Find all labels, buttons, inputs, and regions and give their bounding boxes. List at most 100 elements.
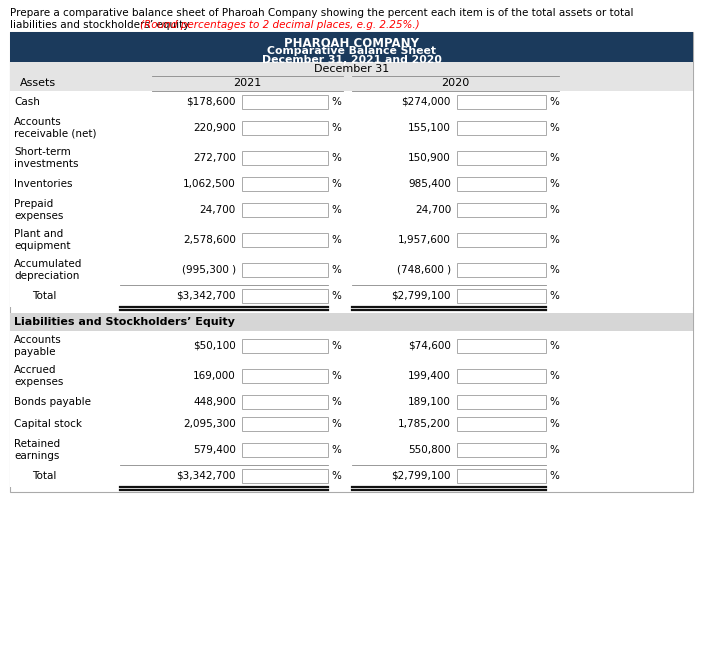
Text: Liabilities and Stockholders’ Equity: Liabilities and Stockholders’ Equity	[14, 317, 235, 327]
Bar	[457, 177, 546, 191]
Text: December 31, 2021 and 2020: December 31, 2021 and 2020	[262, 55, 441, 65]
Bar	[242, 121, 328, 135]
Bar	[10, 435, 693, 465]
Text: $50,100: $50,100	[193, 341, 236, 351]
Bar	[10, 413, 693, 435]
Text: %: %	[549, 371, 559, 381]
Bar	[457, 233, 546, 247]
Text: %: %	[549, 471, 559, 481]
Text: 24,700: 24,700	[415, 205, 451, 215]
Text: 24,700: 24,700	[200, 205, 236, 215]
Text: December 31: December 31	[314, 64, 389, 74]
Text: 272,700: 272,700	[193, 153, 236, 163]
Bar	[10, 195, 693, 225]
Text: %: %	[331, 123, 341, 133]
Text: $178,600: $178,600	[186, 97, 236, 107]
Bar	[10, 143, 693, 173]
Text: 220,900: 220,900	[193, 123, 236, 133]
Text: (Round percentages to 2 decimal places, e.g. 2.25%.): (Round percentages to 2 decimal places, …	[140, 20, 420, 30]
Bar	[10, 285, 693, 307]
Text: Plant and
equipment: Plant and equipment	[14, 229, 70, 251]
Text: 2020: 2020	[441, 78, 470, 88]
Bar	[10, 255, 693, 285]
Bar	[242, 469, 328, 483]
Bar	[457, 369, 546, 383]
Text: %: %	[331, 419, 341, 429]
Text: %: %	[549, 419, 559, 429]
Bar	[10, 361, 693, 391]
Text: Total: Total	[32, 291, 56, 301]
Text: %: %	[331, 471, 341, 481]
Bar	[242, 151, 328, 165]
Text: PHAROAH COMPANY: PHAROAH COMPANY	[284, 37, 419, 50]
Text: Prepare a comparative balance sheet of Pharoah Company showing the percent each : Prepare a comparative balance sheet of P…	[10, 8, 633, 18]
Text: 1,957,600: 1,957,600	[398, 235, 451, 245]
Bar	[457, 443, 546, 457]
Text: 1,785,200: 1,785,200	[398, 419, 451, 429]
Bar	[10, 32, 693, 62]
Bar	[10, 313, 693, 331]
Text: %: %	[549, 205, 559, 215]
Bar	[10, 62, 693, 76]
Bar	[10, 173, 693, 195]
Text: %: %	[331, 97, 341, 107]
Text: %: %	[549, 265, 559, 275]
Bar	[242, 95, 328, 109]
Bar	[242, 395, 328, 409]
Text: %: %	[331, 291, 341, 301]
Text: Accounts
payable: Accounts payable	[14, 335, 62, 357]
Bar	[242, 263, 328, 277]
Text: Accrued
expenses: Accrued expenses	[14, 365, 63, 387]
Bar	[10, 225, 693, 255]
Text: $3,342,700: $3,342,700	[176, 471, 236, 481]
Bar	[457, 95, 546, 109]
Text: %: %	[331, 153, 341, 163]
Text: 448,900: 448,900	[193, 397, 236, 407]
Text: $274,000: $274,000	[401, 97, 451, 107]
Text: Inventories: Inventories	[14, 179, 72, 189]
Bar	[10, 76, 693, 91]
Bar	[457, 395, 546, 409]
Bar	[10, 391, 693, 413]
Text: 1,062,500: 1,062,500	[183, 179, 236, 189]
Text: 2,578,600: 2,578,600	[183, 235, 236, 245]
Bar	[457, 263, 546, 277]
Text: %: %	[549, 397, 559, 407]
Text: %: %	[549, 341, 559, 351]
Text: %: %	[331, 265, 341, 275]
Bar	[457, 203, 546, 217]
Text: 155,100: 155,100	[408, 123, 451, 133]
Bar	[242, 443, 328, 457]
Bar	[10, 113, 693, 143]
Text: $3,342,700: $3,342,700	[176, 291, 236, 301]
Text: %: %	[549, 445, 559, 455]
Text: $2,799,100: $2,799,100	[392, 291, 451, 301]
Bar	[10, 91, 693, 113]
Text: liabilities and stockholders’ equity.: liabilities and stockholders’ equity.	[10, 20, 195, 30]
Text: $74,600: $74,600	[408, 341, 451, 351]
Text: Retained
earnings: Retained earnings	[14, 439, 60, 461]
Text: %: %	[549, 179, 559, 189]
Text: (748,600 ): (748,600 )	[397, 265, 451, 275]
Text: Total: Total	[32, 471, 56, 481]
Bar	[242, 203, 328, 217]
Text: (995,300 ): (995,300 )	[182, 265, 236, 275]
Text: 985,400: 985,400	[408, 179, 451, 189]
Bar	[242, 233, 328, 247]
Text: 2021: 2021	[233, 78, 262, 88]
Text: 579,400: 579,400	[193, 445, 236, 455]
Text: %: %	[331, 179, 341, 189]
Text: Bonds payable: Bonds payable	[14, 397, 91, 407]
Text: Prepaid
expenses: Prepaid expenses	[14, 199, 63, 221]
Text: %: %	[331, 235, 341, 245]
Text: 199,400: 199,400	[408, 371, 451, 381]
Text: 169,000: 169,000	[193, 371, 236, 381]
Text: 189,100: 189,100	[408, 397, 451, 407]
Bar	[10, 465, 693, 487]
Bar	[242, 417, 328, 431]
Text: 150,900: 150,900	[408, 153, 451, 163]
Text: Short-term
investments: Short-term investments	[14, 147, 79, 169]
Text: Assets: Assets	[20, 78, 56, 88]
Text: %: %	[549, 235, 559, 245]
Bar	[457, 289, 546, 303]
